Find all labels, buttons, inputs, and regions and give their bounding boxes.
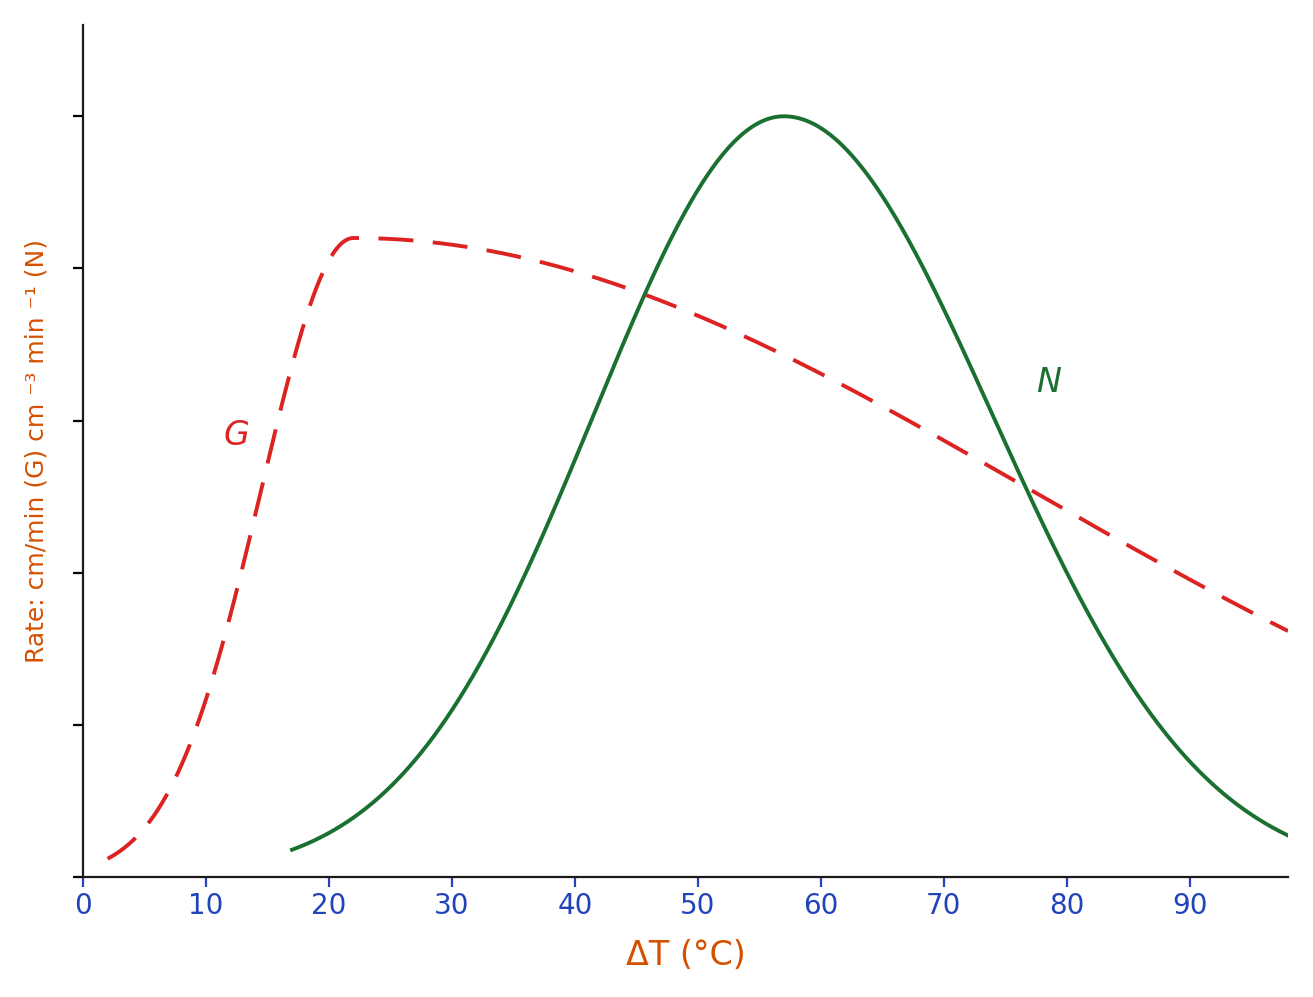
Text: G: G bbox=[223, 420, 249, 453]
Text: N: N bbox=[1036, 366, 1061, 399]
Y-axis label: Rate: cm/min (G) cm ⁻³ min ⁻¹ (N): Rate: cm/min (G) cm ⁻³ min ⁻¹ (N) bbox=[25, 239, 49, 663]
X-axis label: ΔT (°C): ΔT (°C) bbox=[625, 939, 746, 972]
